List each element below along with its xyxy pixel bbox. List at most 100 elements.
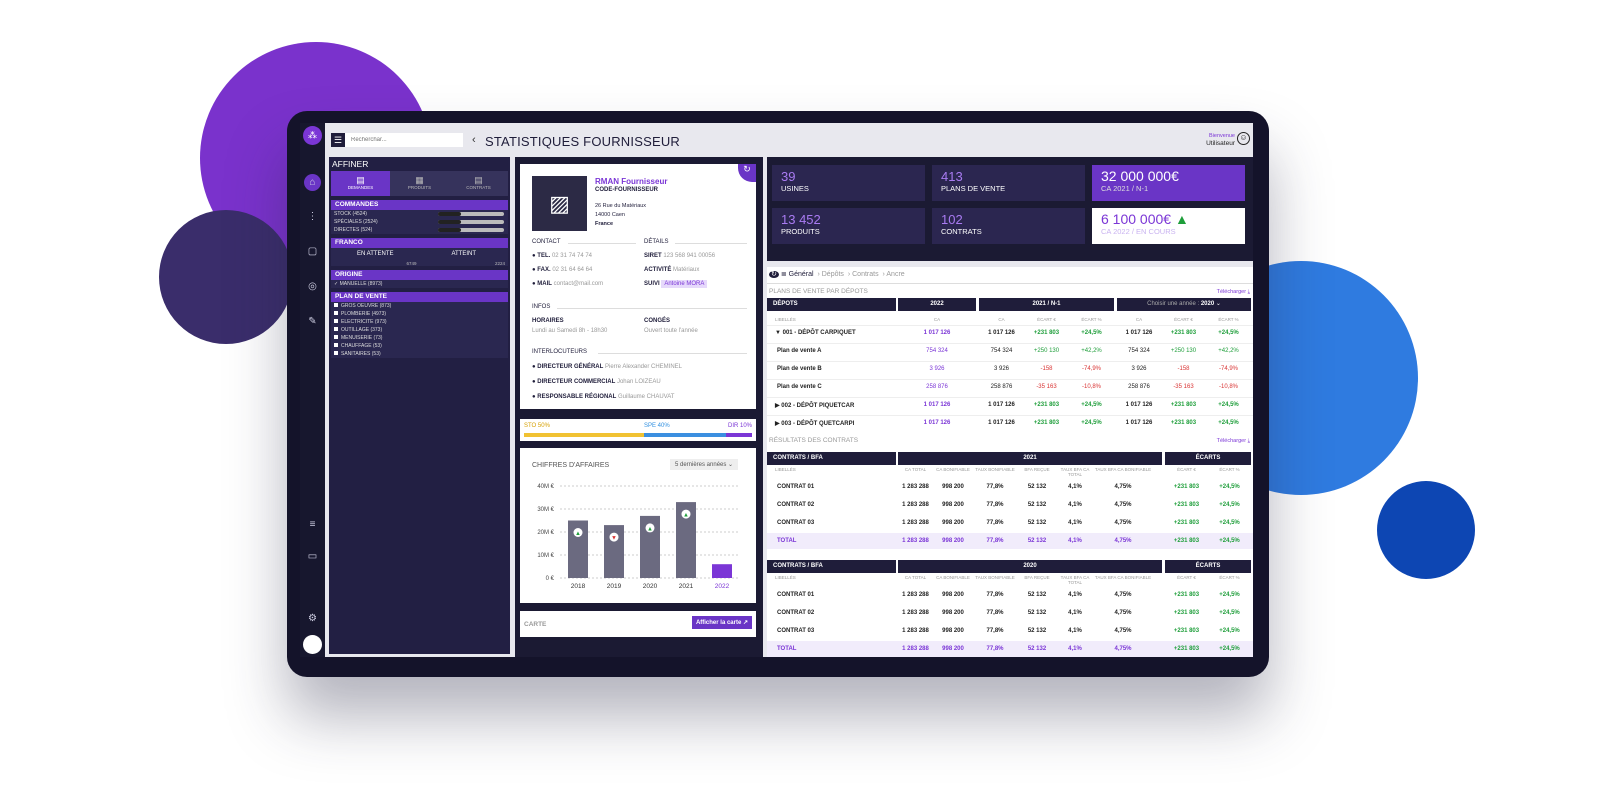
trend-badge bbox=[573, 528, 583, 537]
franco-atteint[interactable]: ATTEINT 2224 bbox=[420, 248, 509, 266]
person-name: Pierre Alexander CHEMINEL bbox=[604, 364, 683, 370]
table-cell: +231 803 bbox=[1033, 330, 1060, 336]
search-input[interactable] bbox=[345, 133, 463, 147]
column-header: DÉPOTS bbox=[767, 298, 896, 311]
tab-contrats[interactable]: ▤ CONTRATS bbox=[449, 171, 508, 196]
app-logo-icon[interactable]: ⁂ bbox=[303, 126, 322, 145]
row-label[interactable]: Plan de vente B bbox=[777, 366, 822, 372]
table-cell: 1 283 288 bbox=[902, 628, 929, 634]
row-label: DIRECTES (524) bbox=[334, 227, 373, 233]
crumb-ancre[interactable]: Ancre bbox=[886, 271, 905, 278]
avatar[interactable] bbox=[303, 635, 322, 654]
address-line: 26 Rue du Matériaux bbox=[595, 203, 647, 209]
row-label[interactable]: CONTRAT 03 bbox=[777, 520, 815, 526]
bar-2019[interactable] bbox=[604, 525, 624, 578]
tab-demandes[interactable]: ▤ DEMANDES bbox=[331, 171, 390, 196]
dir-bar bbox=[726, 433, 752, 437]
row-label[interactable]: CONTRAT 02 bbox=[777, 610, 815, 616]
menu-icon[interactable]: ☰ bbox=[331, 133, 345, 147]
row-label[interactable]: CONTRAT 02 bbox=[777, 502, 815, 508]
bar-2020[interactable] bbox=[640, 515, 660, 578]
filter-checkbox[interactable]: MENUISERIE (73) bbox=[331, 334, 508, 342]
row-label[interactable]: ▼ 001 - DÉPÔT CARPIQUET bbox=[775, 330, 856, 336]
table-cell: 77,8% bbox=[986, 628, 1004, 634]
sub-header: CA TOTAL bbox=[904, 467, 927, 472]
table-cell: 77,8% bbox=[986, 520, 1004, 526]
table-cell: +24,5% bbox=[1218, 330, 1239, 336]
column-header: CONTRATS / BFA bbox=[767, 560, 896, 573]
table-cell: +231 803 bbox=[1170, 330, 1197, 336]
row-label[interactable]: Plan de vente C bbox=[777, 384, 822, 390]
row-label[interactable]: ▶ 002 - DÉPÔT PIQUETCAR bbox=[775, 403, 855, 409]
database-icon[interactable]: ≡ bbox=[309, 519, 316, 530]
bar-2021[interactable] bbox=[676, 502, 696, 578]
row-divider bbox=[767, 379, 1253, 380]
row-label[interactable]: CONTRAT 01 bbox=[777, 484, 815, 490]
filter-checkbox[interactable]: SANITAIRES (53) bbox=[331, 350, 508, 358]
row-label[interactable]: ▶ 003 - DÉPÔT QUETCARPI bbox=[775, 421, 855, 427]
app-screen: ⁂ ⌂ ⋮ ▢ ◎ ✎ ≡ ▭ ⚙ ☰ ‹ STATISTIQUES FOURN… bbox=[300, 123, 1253, 657]
row-label[interactable]: Plan de vente A bbox=[777, 348, 822, 354]
box-icon[interactable]: ▢ bbox=[307, 246, 318, 257]
table-cell: +24,5% bbox=[1081, 402, 1102, 408]
horaires-value: Lundi au Samedi 8h - 18h30 bbox=[532, 328, 608, 334]
section-title: COMMANDES bbox=[331, 200, 508, 210]
sub-header: CA bbox=[1135, 317, 1143, 322]
download-link[interactable]: Télécharger ⤓ bbox=[1217, 438, 1250, 445]
download-link[interactable]: Télécharger ⤓ bbox=[1217, 289, 1250, 296]
progress-bar bbox=[438, 228, 504, 232]
mail-value[interactable]: contact@mail.com bbox=[553, 281, 604, 287]
filter-checkbox[interactable]: GROS OEUVRE (873) bbox=[331, 302, 508, 310]
filter-checkbox[interactable]: ELECTRICITE (973) bbox=[331, 318, 508, 326]
supplier-icon[interactable]: ⌂ bbox=[304, 174, 321, 191]
user-icon[interactable]: ☺ bbox=[1237, 132, 1250, 145]
filter-row[interactable]: DIRECTES (524) bbox=[331, 226, 508, 234]
chevron-down-icon: ⌄ bbox=[1214, 301, 1221, 307]
franco-en-attente[interactable]: EN ATTENTE 6749 bbox=[331, 248, 420, 266]
row-label: CHAUFFAGE (53) bbox=[341, 343, 382, 349]
column-header: ÉCARTS bbox=[1165, 560, 1251, 573]
crumb-depots[interactable]: Dépôts bbox=[821, 271, 844, 278]
refresh-icon[interactable]: ↻ bbox=[738, 164, 756, 182]
filter-row[interactable]: ✓ MANUELLE (8973) bbox=[334, 281, 383, 287]
kpi-label: CA 2022 / EN COURS bbox=[1101, 227, 1176, 236]
show-map-button[interactable]: Afficher la carte ↗ bbox=[691, 616, 752, 629]
settings-icon[interactable]: ⚙ bbox=[308, 613, 317, 624]
table-cell: -74,9% bbox=[1081, 366, 1101, 372]
filter-checkbox[interactable]: PLOMBERIE (4973) bbox=[331, 310, 508, 318]
top-bar: ☰ ‹ STATISTIQUES FOURNISSEUR BienvenueUt… bbox=[325, 123, 1253, 157]
row-label[interactable]: CONTRAT 03 bbox=[777, 628, 815, 634]
crumb-general[interactable]: Général bbox=[788, 271, 814, 278]
back-icon[interactable]: ‹ bbox=[472, 134, 476, 146]
filter-checkbox[interactable]: CHAUFFAGE (53) bbox=[331, 342, 508, 350]
map-card: CARTE Afficher la carte ↗ bbox=[520, 611, 756, 637]
network-icon[interactable]: ⋮ bbox=[307, 211, 318, 222]
row-label[interactable]: CONTRAT 01 bbox=[777, 592, 815, 598]
target-icon[interactable]: ◎ bbox=[308, 281, 317, 292]
filter-row[interactable]: STOCK (4524) bbox=[331, 210, 508, 218]
row-label[interactable]: TOTAL bbox=[777, 646, 797, 652]
tab-produits[interactable]: ▦ PRODUITS bbox=[390, 171, 449, 196]
filter-checkbox[interactable]: OUTILLAGE (373) bbox=[331, 326, 508, 334]
period-select[interactable]: 5 dernières années ⌄ bbox=[670, 459, 739, 470]
kpi-label: PLANS DE VENTE bbox=[941, 184, 1006, 193]
crumb-contrats[interactable]: Contrats bbox=[852, 271, 879, 278]
filter-row[interactable]: SPÉCIALES (2524) bbox=[331, 218, 508, 226]
column-header: CONTRATS / BFA bbox=[767, 452, 896, 465]
folder-icon[interactable]: ▭ bbox=[307, 551, 318, 562]
year-select[interactable]: Choisir une année : 2020 ⌄ bbox=[1117, 298, 1251, 311]
table-cell: 4,75% bbox=[1114, 520, 1132, 526]
bar-2018[interactable] bbox=[568, 520, 588, 579]
table-cell: 52 132 bbox=[1027, 520, 1047, 526]
table-cell: +250 130 bbox=[1033, 348, 1060, 354]
refresh-icon[interactable]: ↻ bbox=[769, 271, 779, 278]
sub-header: ÉCART € bbox=[1037, 317, 1056, 322]
table-cell: 1 283 288 bbox=[902, 484, 929, 490]
table-cell: +24,5% bbox=[1081, 420, 1102, 426]
suivi-badge[interactable]: Antoine MORA bbox=[661, 280, 708, 288]
table-cell: -10,8% bbox=[1081, 384, 1101, 390]
bar-2022[interactable] bbox=[712, 564, 732, 578]
pen-icon[interactable]: ✎ bbox=[308, 316, 317, 327]
row-label[interactable]: TOTAL bbox=[777, 538, 797, 544]
row-divider bbox=[767, 361, 1253, 362]
